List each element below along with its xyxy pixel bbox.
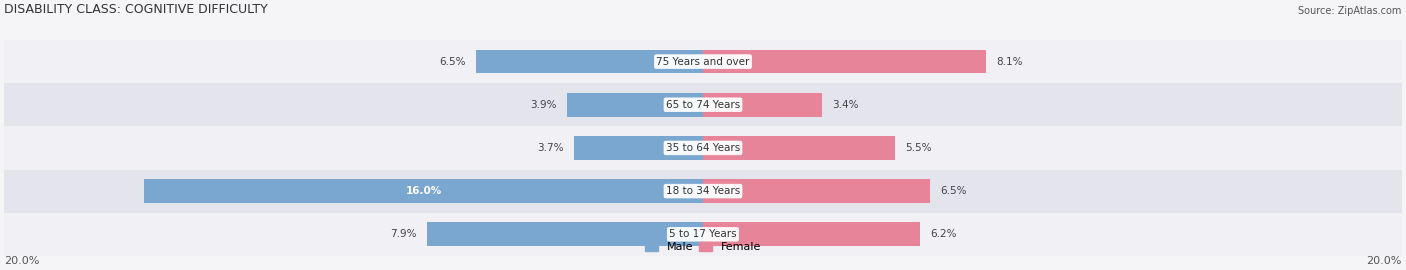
Text: 35 to 64 Years: 35 to 64 Years [666, 143, 740, 153]
Bar [567, 93, 703, 117]
Bar [703, 179, 931, 203]
Bar [4, 126, 1402, 170]
Text: 18 to 34 Years: 18 to 34 Years [666, 186, 740, 196]
Bar [703, 222, 920, 246]
Text: 65 to 74 Years: 65 to 74 Years [666, 100, 740, 110]
Text: DISABILITY CLASS: COGNITIVE DIFFICULTY: DISABILITY CLASS: COGNITIVE DIFFICULTY [4, 3, 269, 16]
Text: 8.1%: 8.1% [997, 57, 1024, 67]
Text: 3.7%: 3.7% [537, 143, 564, 153]
Text: 6.2%: 6.2% [931, 229, 956, 239]
Text: 5.5%: 5.5% [905, 143, 932, 153]
Text: 6.5%: 6.5% [941, 186, 967, 196]
Legend: Male, Female: Male, Female [644, 242, 762, 252]
Bar [703, 93, 821, 117]
Text: 3.4%: 3.4% [832, 100, 859, 110]
Bar [4, 83, 1402, 126]
Bar [703, 50, 986, 73]
Bar [143, 179, 703, 203]
Bar [427, 222, 703, 246]
Bar [574, 136, 703, 160]
Text: 20.0%: 20.0% [4, 256, 39, 266]
Text: 20.0%: 20.0% [1367, 256, 1402, 266]
Bar [703, 136, 896, 160]
Bar [4, 170, 1402, 213]
Bar [4, 213, 1402, 256]
Text: 3.9%: 3.9% [530, 100, 557, 110]
Text: 5 to 17 Years: 5 to 17 Years [669, 229, 737, 239]
Text: 16.0%: 16.0% [405, 186, 441, 196]
Text: Source: ZipAtlas.com: Source: ZipAtlas.com [1299, 6, 1402, 16]
Bar [475, 50, 703, 73]
Text: 7.9%: 7.9% [389, 229, 416, 239]
Text: 6.5%: 6.5% [439, 57, 465, 67]
Text: 75 Years and over: 75 Years and over [657, 57, 749, 67]
Bar [4, 40, 1402, 83]
